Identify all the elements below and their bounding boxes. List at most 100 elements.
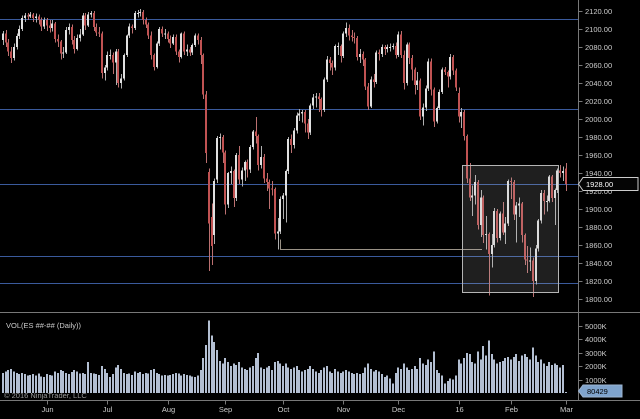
volume-bar — [359, 374, 361, 393]
candle-down — [329, 59, 331, 64]
candle-up — [277, 231, 279, 234]
candle-wick — [283, 192, 284, 219]
volume-bar — [35, 375, 37, 393]
volume-bar — [60, 370, 62, 393]
candle-down — [197, 35, 199, 40]
volume-bar — [134, 371, 136, 393]
volume-bar — [224, 358, 226, 393]
candle-up — [79, 34, 81, 38]
candle-down — [364, 59, 366, 87]
volume-bar — [513, 356, 515, 393]
candle-down — [362, 54, 364, 60]
volume-bar — [488, 340, 490, 393]
candle-down — [482, 197, 484, 236]
volume-bar — [164, 374, 166, 393]
volume-bar — [194, 376, 196, 393]
candle-wick — [113, 52, 114, 74]
candle-up — [219, 137, 221, 138]
volume-bar — [466, 352, 468, 393]
candle-up — [504, 223, 506, 233]
candle-up — [35, 16, 37, 19]
candle-up — [315, 96, 317, 98]
volume-bar — [524, 354, 526, 393]
volume-bar — [389, 378, 391, 393]
candle-down — [7, 42, 9, 52]
volume-bar — [493, 359, 495, 393]
volume-bar — [73, 370, 75, 393]
candle-down — [224, 152, 226, 205]
candle-up — [51, 23, 53, 29]
current-volume-tag: 80429 — [577, 384, 623, 398]
candle-down — [331, 63, 333, 68]
volume-tick-label: 3000K — [585, 349, 607, 358]
volume-bar — [24, 374, 26, 393]
candle-down — [211, 217, 213, 246]
candle-down — [384, 47, 386, 49]
candle-up — [2, 33, 4, 40]
volume-bar — [298, 370, 300, 393]
volume-bar — [238, 362, 240, 393]
candle-up — [120, 78, 122, 83]
candle-up — [293, 130, 295, 146]
candle-down — [403, 55, 405, 83]
candle-down — [367, 86, 369, 107]
candle-down — [271, 188, 273, 190]
volume-bar — [16, 372, 18, 393]
volume-bar — [156, 372, 158, 393]
candle-up — [312, 97, 314, 106]
volume-bar — [312, 368, 314, 393]
volume-bar — [535, 355, 537, 393]
candle-up — [337, 46, 339, 48]
volume-bar — [101, 366, 103, 393]
candle-down — [466, 136, 468, 179]
volume-bar — [106, 372, 108, 393]
candle-up — [296, 115, 298, 131]
candle-wick — [338, 42, 339, 56]
volume-bar — [518, 360, 520, 393]
candle-wick — [278, 218, 279, 250]
price-tick-label: 1900.00 — [585, 205, 612, 214]
price-tick-label: 1960.00 — [585, 151, 612, 160]
volume-bar — [562, 364, 564, 393]
volume-bar — [548, 362, 550, 393]
candle-down — [477, 182, 479, 226]
volume-bar — [529, 359, 531, 393]
price-tick-label: 2080.00 — [585, 43, 612, 52]
candle-up — [493, 210, 495, 245]
volume-bar — [150, 370, 152, 393]
volume-bar — [109, 376, 111, 393]
volume-bar — [331, 372, 333, 393]
candle-down — [304, 111, 306, 124]
candle-down — [73, 39, 75, 49]
volume-bar — [216, 350, 218, 393]
candle-down — [378, 52, 380, 55]
chart-layers — [0, 0, 640, 405]
candle-wick — [286, 169, 287, 223]
candle-wick — [302, 110, 303, 123]
candle-up — [213, 181, 215, 236]
candle-up — [156, 43, 158, 67]
candle-wick — [563, 166, 564, 182]
volume-bar — [117, 364, 119, 393]
volume-bar — [287, 367, 289, 393]
volume-bar — [57, 372, 59, 393]
candle-wick — [132, 24, 133, 34]
volume-bar — [406, 367, 408, 393]
candle-up — [535, 248, 537, 281]
volume-bar — [411, 368, 413, 393]
candle-wick — [519, 197, 520, 218]
candle-wick — [231, 166, 232, 184]
volume-bar — [49, 374, 51, 393]
volume-bar — [397, 367, 399, 393]
candle-down — [348, 28, 350, 36]
candle-up — [301, 111, 303, 114]
price-tick-label: 1840.00 — [585, 259, 612, 268]
candle-up — [416, 80, 418, 85]
volume-bar — [93, 373, 95, 393]
volume-bar — [208, 320, 210, 393]
candle-down — [257, 136, 259, 165]
candle-up — [252, 131, 254, 147]
candle-up — [298, 113, 300, 116]
candle-up — [389, 47, 391, 48]
